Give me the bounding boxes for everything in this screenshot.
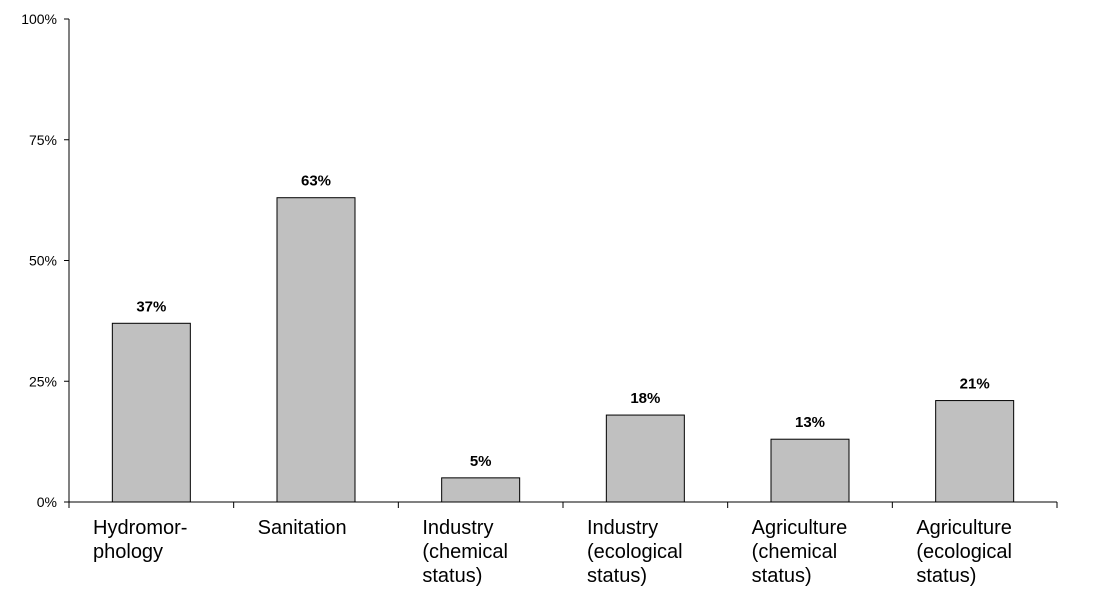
- x-category-label: status): [752, 565, 812, 587]
- y-tick-label: 0%: [37, 494, 57, 510]
- x-category-label: Industry: [587, 517, 658, 539]
- data-label: 21%: [960, 376, 990, 393]
- y-tick-label: 50%: [29, 253, 57, 269]
- y-tick-label: 75%: [29, 132, 57, 148]
- x-category-label: (chemical: [752, 541, 838, 563]
- x-category-label: Sanitation: [258, 517, 347, 539]
- bar: [441, 477, 521, 503]
- x-category-label: Industry: [422, 517, 493, 539]
- bar: [770, 438, 850, 503]
- x-category-label: (chemical: [422, 541, 508, 563]
- y-tick-label: 100%: [21, 11, 57, 27]
- bar: [935, 400, 1015, 503]
- x-category-label: Hydromor-: [93, 517, 187, 539]
- bar: [605, 414, 685, 503]
- x-category-label: status): [422, 565, 482, 587]
- x-category-label: (ecological: [916, 541, 1012, 563]
- data-label: 18%: [630, 390, 660, 407]
- x-category-label: Agriculture: [752, 517, 848, 539]
- data-label: 13%: [795, 414, 825, 431]
- x-category-label: (ecological: [587, 541, 683, 563]
- x-category-label: Agriculture: [916, 517, 1012, 539]
- x-category-label: phology: [93, 541, 163, 563]
- data-label: 63%: [301, 173, 331, 190]
- data-label: 5%: [470, 453, 492, 470]
- x-category-label: status): [587, 565, 647, 587]
- x-category-label: status): [916, 565, 976, 587]
- bar: [276, 197, 356, 503]
- y-tick-label: 25%: [29, 373, 57, 389]
- bar: [111, 322, 191, 503]
- data-label: 37%: [136, 298, 166, 315]
